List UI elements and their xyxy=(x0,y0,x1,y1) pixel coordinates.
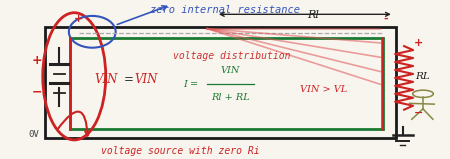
Text: VIN: VIN xyxy=(135,73,158,86)
Text: voltage source with zero Ri: voltage source with zero Ri xyxy=(101,146,259,156)
Text: 0V: 0V xyxy=(28,130,39,139)
Text: I =: I = xyxy=(183,80,198,89)
Text: -: - xyxy=(383,14,388,24)
FancyArrowPatch shape xyxy=(58,112,90,136)
Text: +: + xyxy=(414,38,423,48)
Text: zero internal resistance: zero internal resistance xyxy=(150,5,300,15)
Text: VIN: VIN xyxy=(221,66,240,75)
Text: VIN: VIN xyxy=(94,73,117,86)
Text: +: + xyxy=(74,14,83,24)
Bar xyxy=(70,38,382,129)
Text: +: + xyxy=(32,54,43,67)
Bar xyxy=(45,27,396,138)
Text: Rl + RL: Rl + RL xyxy=(211,93,250,102)
Text: =: = xyxy=(123,73,133,86)
Text: −: − xyxy=(32,86,43,99)
Text: Rl: Rl xyxy=(307,10,319,20)
Text: voltage distribution: voltage distribution xyxy=(173,51,291,61)
Text: −: − xyxy=(414,108,423,118)
Text: VIN > VL: VIN > VL xyxy=(301,85,347,93)
Text: RL: RL xyxy=(416,72,430,81)
